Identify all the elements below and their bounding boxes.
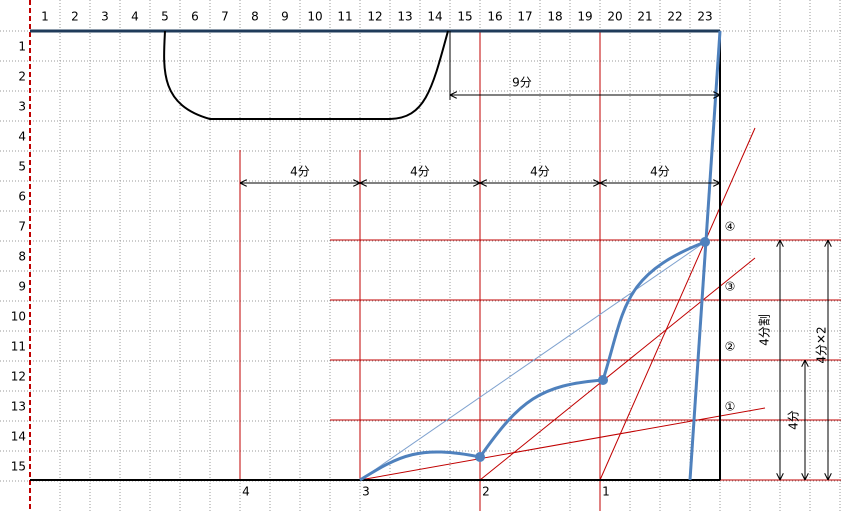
base-point: 3 xyxy=(362,485,370,499)
column-label: 14 xyxy=(427,10,442,24)
column-label: 21 xyxy=(637,10,652,24)
row-label: 13 xyxy=(11,400,26,414)
row-label: 8 xyxy=(18,250,26,264)
double-label: 4分✕2 xyxy=(815,326,829,363)
column-label: 6 xyxy=(191,10,199,24)
column-label: 19 xyxy=(577,10,592,24)
thin-blue xyxy=(359,241,706,481)
column-label: 8 xyxy=(251,10,259,24)
base-point: 1 xyxy=(602,485,610,499)
row-label: 7 xyxy=(18,220,26,234)
column-label: 20 xyxy=(607,10,622,24)
column-label: 16 xyxy=(487,10,502,24)
pot-outline xyxy=(163,30,449,120)
row-label: 14 xyxy=(11,430,26,444)
row-label: 2 xyxy=(18,70,26,84)
segment-label: 4分 xyxy=(650,165,670,179)
column-label: 7 xyxy=(221,10,229,24)
marker-label: ③ xyxy=(725,280,736,294)
column-label: 5 xyxy=(161,10,169,24)
points xyxy=(475,237,710,462)
blue-steep xyxy=(688,30,722,481)
column-label: 11 xyxy=(337,10,352,24)
column-label: 2 xyxy=(71,10,79,24)
base-point: 2 xyxy=(482,485,490,499)
column-label: 13 xyxy=(397,10,412,24)
row-label: 3 xyxy=(18,100,26,114)
column-label: 22 xyxy=(667,10,682,24)
column-label: 3 xyxy=(101,10,109,24)
total-label: 9分 xyxy=(512,76,532,90)
row-label: 5 xyxy=(18,160,26,174)
row-label: 9 xyxy=(18,280,26,294)
marker-label: ① xyxy=(725,400,736,414)
divide-label: 4分割 xyxy=(757,314,772,346)
column-label: 1 xyxy=(41,10,49,24)
blue-curve xyxy=(359,240,706,482)
row-label: 4 xyxy=(18,130,26,144)
column-label: 15 xyxy=(457,10,472,24)
column-label: 23 xyxy=(697,10,712,24)
column-label: 10 xyxy=(307,10,322,24)
base-point: 4 xyxy=(242,485,250,499)
row-label: 1 xyxy=(18,40,26,54)
column-label: 4 xyxy=(131,10,139,24)
row-label: 6 xyxy=(18,190,26,204)
column-label: 18 xyxy=(547,10,562,24)
column-label: 9 xyxy=(281,10,289,24)
marker-label: ④ xyxy=(725,220,736,234)
column-label: 12 xyxy=(367,10,382,24)
segment-label: 4分 xyxy=(530,165,550,179)
segment-label: 4分 xyxy=(410,165,430,179)
column-label: 17 xyxy=(517,10,532,24)
row-label: 12 xyxy=(11,370,26,384)
single-label: 4分 xyxy=(787,410,801,430)
marker-label: ② xyxy=(725,340,736,354)
row-label: 15 xyxy=(11,460,26,474)
segment-label: 4分 xyxy=(290,165,310,179)
dimension-arrows xyxy=(240,95,828,480)
row-label: 10 xyxy=(11,310,26,324)
red-guides xyxy=(239,31,841,511)
row-label: 11 xyxy=(11,340,26,354)
